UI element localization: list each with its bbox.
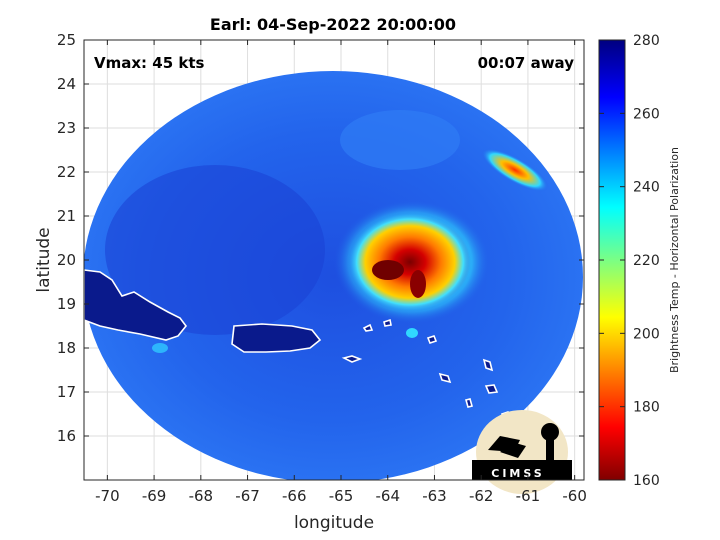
y-tick-label: 24 xyxy=(57,75,76,93)
land-outlines xyxy=(84,269,513,421)
y-tick-label: 23 xyxy=(57,119,76,137)
island-outline xyxy=(465,398,473,408)
colorbar: 160 180 200 220 240 260 280 Brightness Temp - … xyxy=(598,33,681,489)
small-convection xyxy=(406,328,418,338)
island-outline xyxy=(438,372,452,384)
axis-ticks: -70 -69 -68 -67 -66 -65 -64 -63 -62 -61 -60 16 17 18 1… xyxy=(57,31,587,505)
x-tick-label: -60 xyxy=(562,487,587,505)
y-axis-label: latitude xyxy=(34,227,54,292)
y-tick-label: 21 xyxy=(57,207,76,225)
y-tick-label: 17 xyxy=(57,383,76,401)
x-axis-label: longitude xyxy=(294,513,374,533)
x-tick-label: -66 xyxy=(282,487,307,505)
cimss-logo: CIMSS xyxy=(472,410,572,494)
water-tower-icon xyxy=(546,440,554,460)
hispaniola-outline xyxy=(84,269,188,341)
x-tick-label: -67 xyxy=(235,487,260,505)
cold-cloud-patch xyxy=(105,165,325,335)
x-tick-label: -69 xyxy=(142,487,167,505)
brightness-temperature-swath xyxy=(84,71,583,480)
colorbar-tick-label: 160 xyxy=(633,473,660,489)
colorbar-tick-label: 220 xyxy=(633,253,660,269)
island-outline xyxy=(383,318,392,327)
island-outline xyxy=(482,358,494,372)
satellite-dish-icon xyxy=(500,442,526,458)
island-outline xyxy=(341,355,363,363)
puerto-rico-outline xyxy=(231,323,322,353)
colorbar-tick-label: 180 xyxy=(633,400,660,416)
x-tick-label: -61 xyxy=(516,487,541,505)
x-tick-label: -70 xyxy=(95,487,120,505)
northeast-rain-band xyxy=(481,148,549,192)
logo-ground xyxy=(472,460,572,480)
colorbar-tick-label: 240 xyxy=(633,180,660,196)
y-tick-label: 20 xyxy=(57,251,76,269)
colorbar-label: Brightness Temp - Horizontal Polarizatio… xyxy=(668,147,681,373)
water-tower-icon xyxy=(541,423,559,441)
x-tick-label: -65 xyxy=(329,487,354,505)
cold-cloud-patch xyxy=(340,110,460,170)
convective-core-max xyxy=(410,270,426,298)
colorbar-ticks: 160 180 200 220 240 260 280 xyxy=(599,33,660,489)
plot-area: Vmax: 45 kts 00:07 away CIMSS -70 -69 -68-… xyxy=(57,31,587,505)
convective-core xyxy=(348,212,472,312)
time-offset-label: 00:07 away xyxy=(478,54,575,72)
x-tick-label: -62 xyxy=(469,487,494,505)
y-tick-label: 19 xyxy=(57,295,76,313)
island-outline xyxy=(426,335,438,344)
x-tick-label: -68 xyxy=(189,487,214,505)
island-outline xyxy=(484,384,499,394)
island-outline xyxy=(362,323,374,332)
vmax-label: Vmax: 45 kts xyxy=(94,54,204,72)
convective-core-max xyxy=(372,260,404,280)
chart-title: Earl: 04-Sep-2022 20:00:00 xyxy=(210,15,456,34)
y-tick-label: 18 xyxy=(57,339,76,357)
colorbar-tick-label: 260 xyxy=(633,106,660,122)
y-tick-label: 22 xyxy=(57,163,76,181)
colorbar-tick-label: 200 xyxy=(633,326,660,342)
x-tick-label: -63 xyxy=(422,487,447,505)
small-convection xyxy=(152,343,168,353)
colorbar-tick-label: 280 xyxy=(633,33,660,49)
logo-text: CIMSS xyxy=(491,467,544,480)
y-tick-label: 16 xyxy=(57,427,76,445)
x-tick-label: -64 xyxy=(375,487,400,505)
y-tick-label: 25 xyxy=(57,31,76,49)
